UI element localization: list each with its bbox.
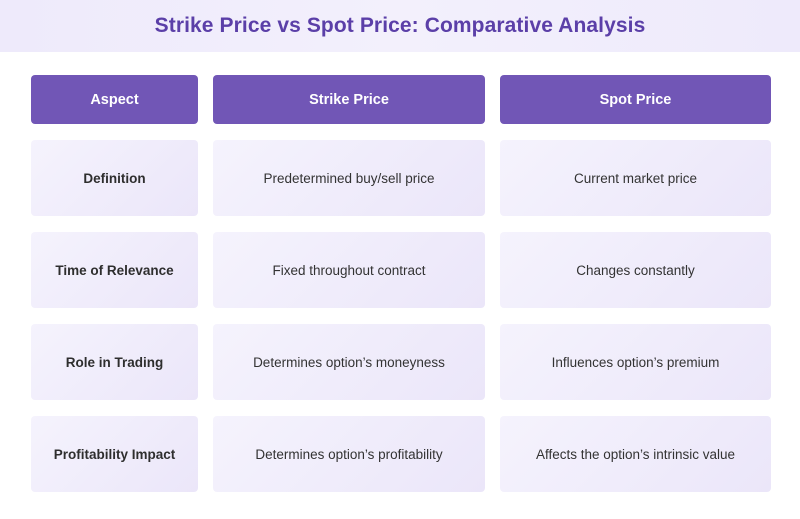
row-strike-cell: Determines option’s profitability: [213, 416, 485, 492]
page-title: Strike Price vs Spot Price: Comparative …: [154, 14, 646, 37]
row-aspect-cell: Role in Trading: [31, 324, 198, 400]
row-strike-cell: Fixed throughout contract: [213, 232, 485, 308]
row-aspect-cell: Time of Relevance: [31, 232, 198, 308]
header-aspect: Aspect: [31, 75, 198, 124]
row-aspect-cell: Profitability Impact: [31, 416, 198, 492]
header-strike-price: Strike Price: [213, 75, 485, 124]
row-spot-cell: Current market price: [500, 140, 771, 216]
title-band: Strike Price vs Spot Price: Comparative …: [0, 0, 800, 52]
row-strike-cell: Predetermined buy/sell price: [213, 140, 485, 216]
comparison-table: Aspect Strike Price Spot Price Definitio…: [31, 75, 771, 492]
row-spot-cell: Affects the option’s intrinsic value: [500, 416, 771, 492]
row-strike-cell: Determines option’s moneyness: [213, 324, 485, 400]
header-spot-price: Spot Price: [500, 75, 771, 124]
row-spot-cell: Influences option’s premium: [500, 324, 771, 400]
row-aspect-cell: Definition: [31, 140, 198, 216]
row-spot-cell: Changes constantly: [500, 232, 771, 308]
